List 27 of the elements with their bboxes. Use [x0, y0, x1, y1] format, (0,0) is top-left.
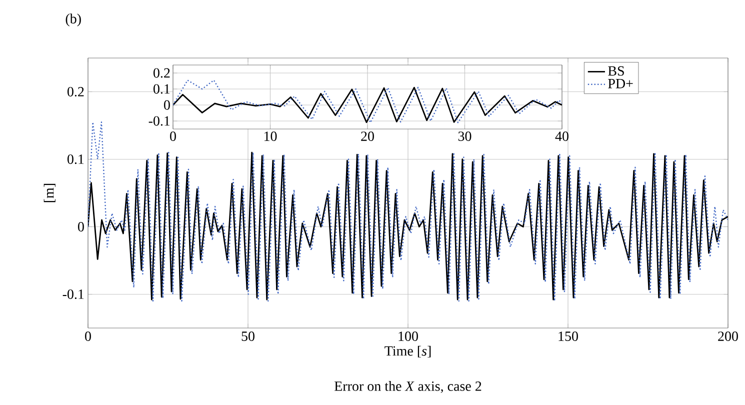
- x-tick-label: 0: [170, 132, 176, 141]
- x-tick-label: 200: [718, 332, 738, 341]
- y-tick-label: 0: [78, 222, 84, 232]
- x-tick-label: 40: [555, 132, 568, 141]
- y-tick-label: -0.1: [148, 116, 170, 126]
- line-series: [88, 152, 728, 300]
- y-tick-label: 0.1: [68, 154, 84, 164]
- y-tick-label: 0.2: [68, 86, 84, 97]
- x-tick-label: 10: [264, 132, 277, 141]
- legend-label: PD+: [608, 79, 633, 88]
- y-tick-label: -0.1: [62, 289, 84, 300]
- text: Error on the X axis, case 2: [334, 381, 482, 393]
- x-tick-label: 150: [558, 332, 578, 341]
- x-tick-label: 100: [398, 332, 418, 341]
- line-series: [173, 86, 562, 123]
- legend-label: BS: [608, 66, 624, 76]
- y-tick-label: 0.2: [154, 68, 170, 78]
- y-axis-title: [m]: [44, 184, 56, 202]
- y-tick-label: 0: [164, 100, 170, 110]
- x-tick-label: 0: [85, 332, 91, 341]
- x-axis-title: Time [s]: [384, 346, 431, 358]
- x-tick-label: 50: [242, 332, 254, 341]
- line-series: [173, 80, 562, 124]
- y-tick-label: 0.1: [154, 84, 170, 94]
- x-tick-label: 30: [458, 132, 472, 141]
- x-tick-label: 20: [361, 132, 374, 141]
- text: (b): [66, 14, 81, 26]
